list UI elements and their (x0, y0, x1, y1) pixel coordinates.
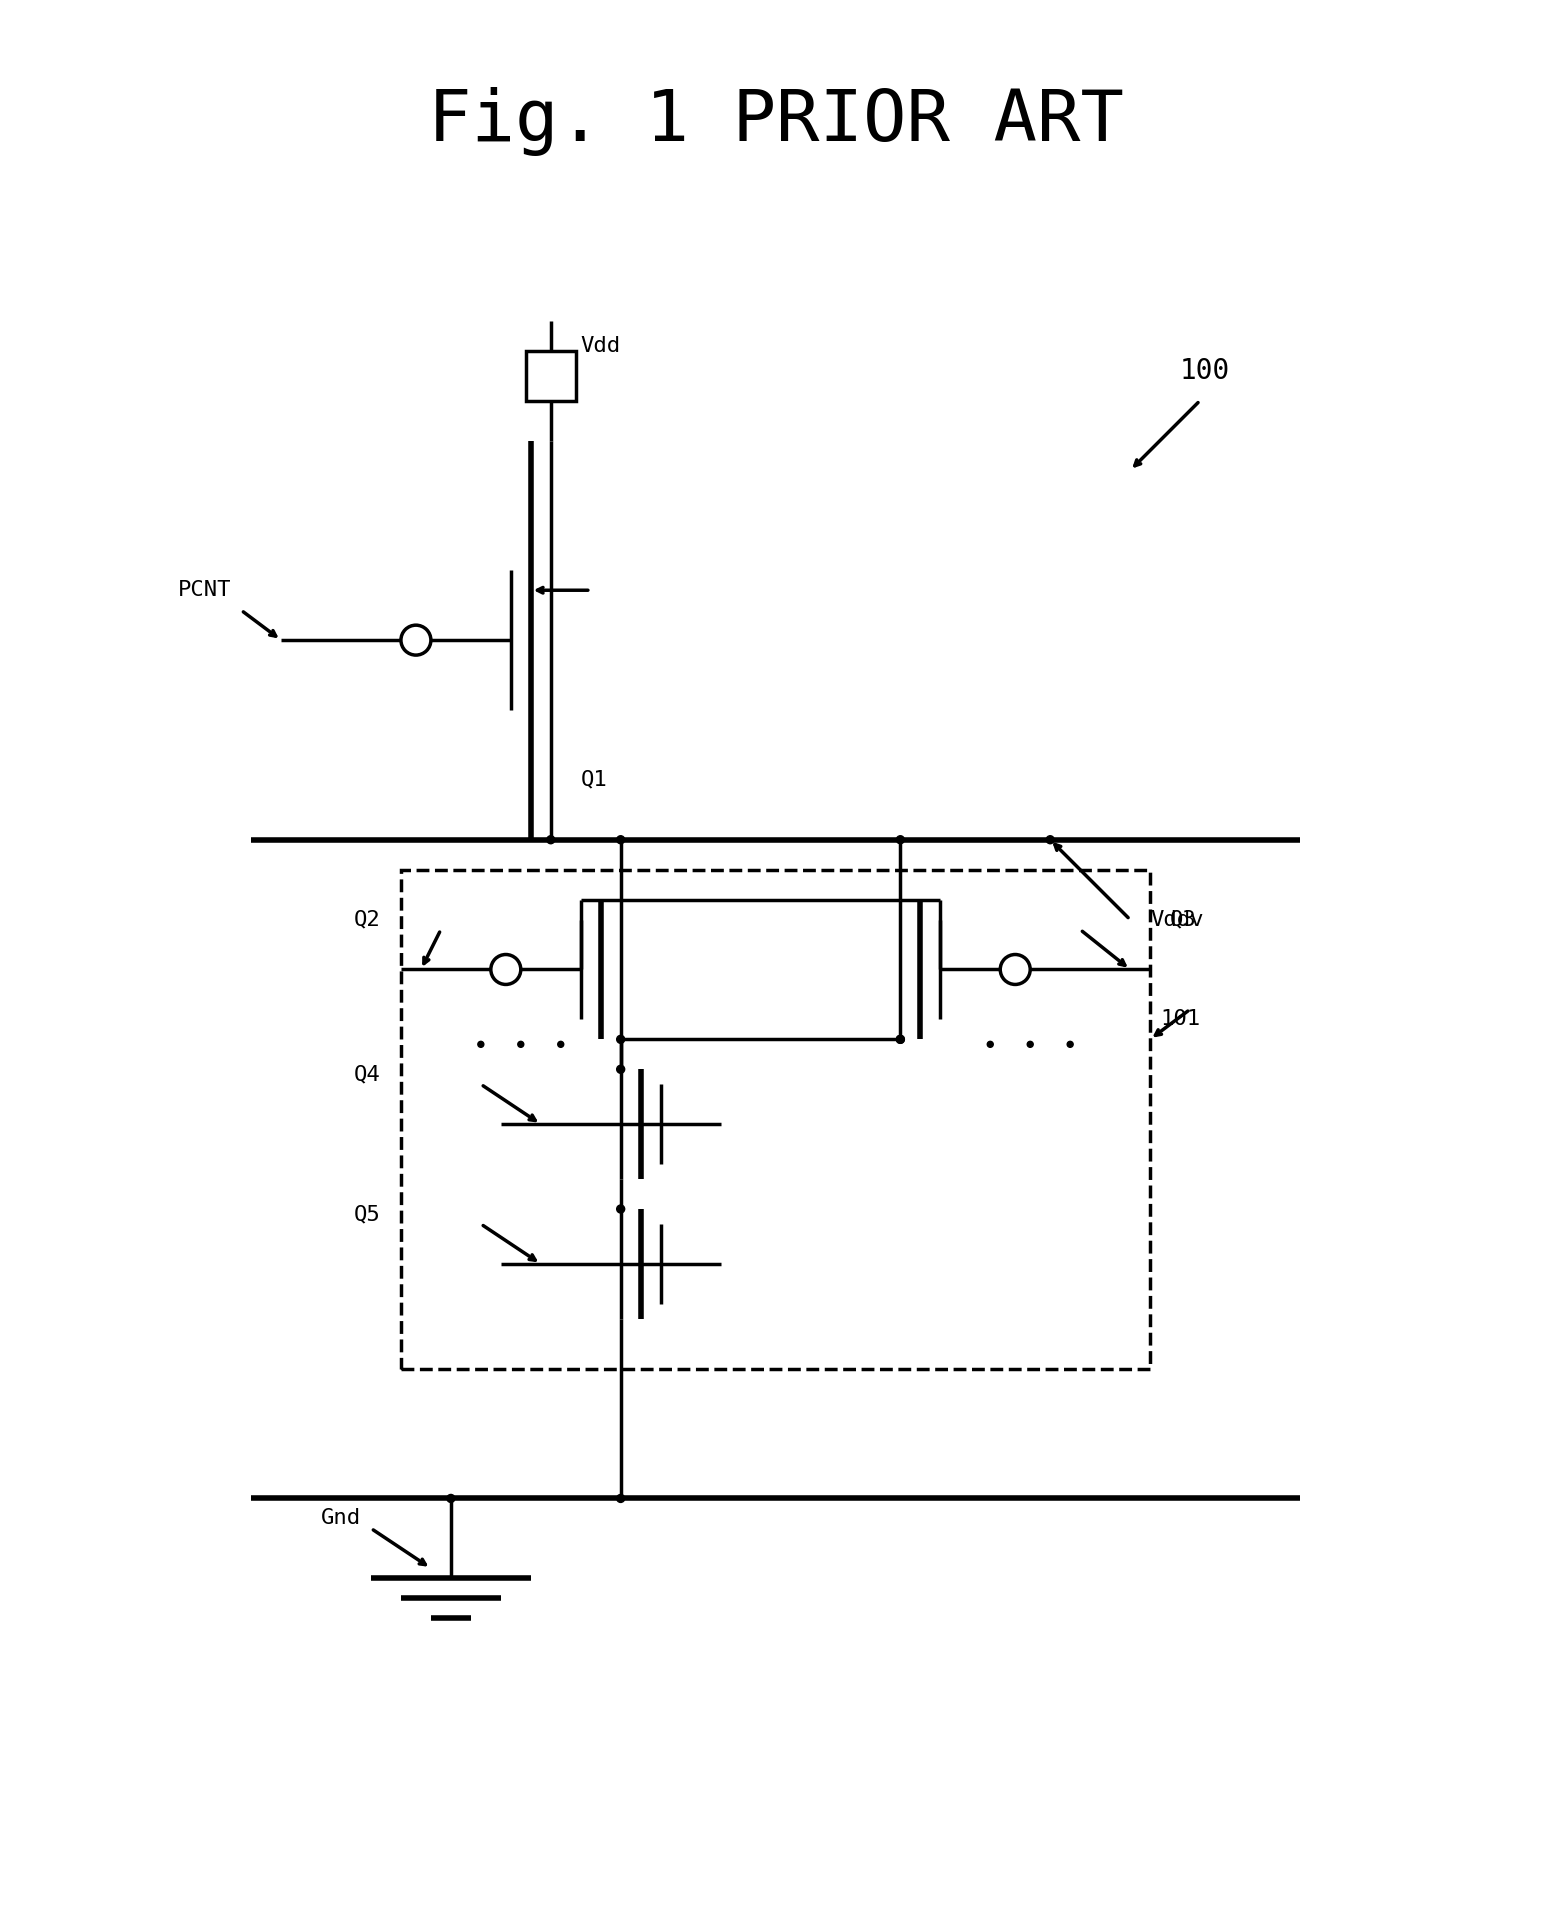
Text: 100: 100 (1180, 357, 1230, 384)
Circle shape (988, 1042, 993, 1048)
Circle shape (896, 1036, 904, 1044)
Circle shape (518, 1042, 524, 1048)
Text: 101: 101 (1160, 1009, 1200, 1029)
Circle shape (896, 1036, 904, 1044)
Circle shape (548, 837, 555, 844)
Circle shape (617, 1205, 625, 1213)
Bar (526, 351, 575, 401)
Text: Q5: Q5 (354, 1203, 382, 1224)
Text: Fig. 1 PRIOR ART: Fig. 1 PRIOR ART (428, 86, 1123, 155)
Text: Q4: Q4 (354, 1065, 382, 1084)
Text: Vdd: Vdd (580, 336, 620, 355)
Text: Q2: Q2 (354, 910, 382, 929)
Circle shape (478, 1042, 484, 1048)
Text: Q3: Q3 (1169, 910, 1197, 929)
Text: Vddv: Vddv (1151, 910, 1204, 929)
Bar (400, 869, 1151, 1368)
Text: PCNT: PCNT (178, 580, 231, 601)
Circle shape (617, 837, 625, 844)
Text: Gnd: Gnd (321, 1508, 361, 1528)
Circle shape (617, 1495, 625, 1503)
Circle shape (896, 837, 904, 844)
Circle shape (1027, 1042, 1033, 1048)
Text: Q1: Q1 (580, 770, 608, 791)
Circle shape (447, 1495, 454, 1503)
Circle shape (617, 1065, 625, 1073)
Circle shape (617, 1036, 625, 1044)
Circle shape (558, 1042, 563, 1048)
Circle shape (1047, 837, 1055, 844)
Circle shape (1067, 1042, 1073, 1048)
